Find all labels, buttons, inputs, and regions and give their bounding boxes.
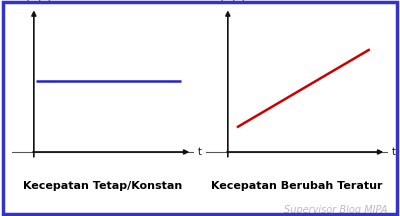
Text: t (s): t (s) bbox=[198, 147, 217, 157]
Text: Supervisor Blog MIPA: Supervisor Blog MIPA bbox=[284, 205, 388, 215]
Text: v (m/s): v (m/s) bbox=[211, 0, 245, 2]
Text: v (m/s): v (m/s) bbox=[17, 0, 51, 2]
Text: Kecepatan Tetap/Konstan: Kecepatan Tetap/Konstan bbox=[23, 181, 183, 191]
Text: Kecepatan Berubah Teratur: Kecepatan Berubah Teratur bbox=[211, 181, 383, 191]
Text: t (s): t (s) bbox=[392, 147, 400, 157]
